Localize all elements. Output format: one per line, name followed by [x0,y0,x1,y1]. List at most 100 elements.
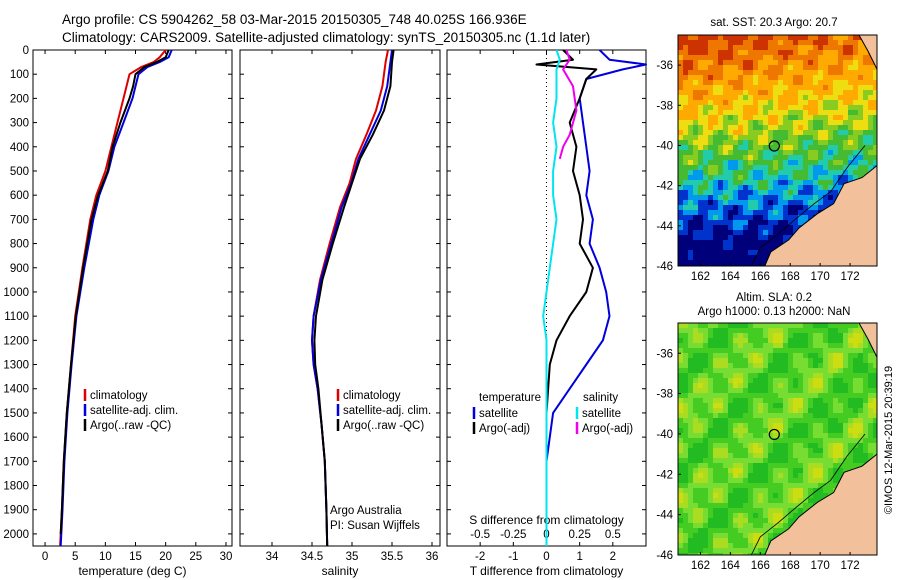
map-lon-label: 168 [781,271,800,283]
y-tick-label: 2000 [3,529,29,541]
x-axis-label: salinity [322,564,359,578]
x-tick-label: 15 [129,551,142,563]
x-tick-label: 35 [346,551,359,563]
x-tick-label: 35.5 [381,551,403,563]
land-mass-north [858,323,877,358]
map-lat-label: -40 [656,140,673,152]
x-tick-label: -1 [508,551,518,563]
legend-label: Argo(-adj) [582,423,633,435]
series-line-argo-raw-qc- [59,49,170,534]
land-mass [764,164,877,266]
profile-panel-frame [32,49,233,547]
x-axis-label: temperature (deg C) [78,564,186,578]
depth-contour [750,145,866,266]
s-tick-label: -0.25 [500,529,526,541]
map-lon-label: 168 [781,560,800,572]
map-lat-label: -42 [656,181,673,193]
x-tick-label: 0 [42,551,48,563]
sst-map-title: sat. SST: 20.3 Argo: 20.7 [710,17,837,29]
y-tick-label: 1700 [3,456,29,468]
series-line-t-satellite [545,49,647,546]
y-tick-label: 400 [10,142,29,154]
map-lat-label: -44 [656,510,673,522]
map-lon-label: 162 [691,560,710,572]
legend-label: climatology [90,390,148,402]
map-lon-label: 162 [691,271,710,283]
y-tick-label: 1300 [3,360,29,372]
map-lat-label: -40 [656,429,673,441]
legend-label: Argo(..raw -QC) [90,420,171,432]
sla-map [677,322,878,556]
sla-map-frame [677,322,878,556]
map-lat-label: -38 [656,100,673,112]
map-lon-label: 164 [721,271,741,283]
map-lat-label: -46 [656,550,673,562]
map-lat-label: -44 [656,221,673,233]
legend-heading-salinity: salinity [583,392,618,404]
x-tick-label: -2 [475,551,485,563]
y-tick-label: 500 [10,166,29,178]
argo-australia-credit: Argo Australia [330,505,402,517]
y-tick-label: 900 [10,263,29,275]
y-tick-label: 0 [23,45,29,57]
profile-title: Argo profile: CS 5904262_58 03-Mar-2015 … [62,12,527,27]
x-tick-label: 1 [576,551,582,563]
sla-map-subtitle: Argo h1000: 0.13 h2000: NaN [698,306,851,318]
imos-timestamp-credit: ©IMOS 12-Mar-2015 20:39:19 [883,366,895,514]
x-tick-label: 36 [426,551,439,563]
map-lat-label: -46 [656,261,673,273]
x-tick-label: 10 [99,551,112,563]
legend-label: satellite [582,408,621,420]
x-tick-label: 34 [266,551,279,563]
legend-label: climatology [343,390,401,402]
climatology-subtitle: Climatology: CARS2009. Satellite-adjuste… [62,30,591,45]
y-tick-label: 1200 [3,335,29,347]
s-tick-label: 0.5 [605,529,621,541]
legend-label: satellite-adj. clim. [343,405,431,417]
legend-label: satellite-adj. clim. [90,405,178,417]
legend-label: Argo(..raw -QC) [343,420,424,432]
argo-position-marker [768,140,780,152]
map-lon-label: 166 [751,271,770,283]
x-tick-label: 2 [610,551,616,563]
x-tick-label: 25 [189,551,202,563]
map-lat-label: -38 [656,389,673,401]
legend-label: satellite [479,408,518,420]
land-mass-north [858,35,877,70]
y-tick-label: 300 [10,118,29,130]
map-lon-label: 166 [751,560,770,572]
s-tick-label: 0.25 [568,529,590,541]
y-tick-label: 1800 [3,481,29,493]
land-mass [764,453,877,555]
map-lon-label: 170 [811,271,830,283]
pi-credit: PI: Susan Wijffels [330,520,420,532]
sst-map-frame [677,34,878,267]
y-tick-label: 700 [10,214,29,226]
s-tick-label: -0.5 [470,529,490,541]
sst-field [678,35,877,266]
y-tick-label: 200 [10,93,29,105]
map-lon-label: 164 [721,560,741,572]
y-tick-label: 1000 [3,287,29,299]
y-tick-label: 100 [10,69,29,81]
sla-map-title: Altim. SLA: 0.2 [736,292,812,304]
map-lon-label: 170 [811,560,830,572]
y-tick-label: 1100 [4,311,29,323]
profile-panel-frame [239,49,441,547]
legend-label: Argo(-adj) [479,423,530,435]
map-lon-label: 172 [840,560,859,572]
depth-contour [750,433,866,555]
series-line-argo-raw-qc- [313,49,395,547]
x-axis-label: T difference from climatology [470,564,624,578]
x-tick-label: 34.5 [301,551,323,563]
x-tick-label: 5 [72,551,78,563]
x-tick-label: 30 [220,551,233,563]
series-line-s-argo-adj- [558,49,578,160]
series-line-s-satellite [542,49,561,546]
x-tick-label: 20 [159,551,172,563]
map-lat-label: -42 [656,469,673,481]
y-tick-label: 800 [10,239,29,251]
argo-position-marker [768,428,780,441]
sst-map [677,34,878,267]
